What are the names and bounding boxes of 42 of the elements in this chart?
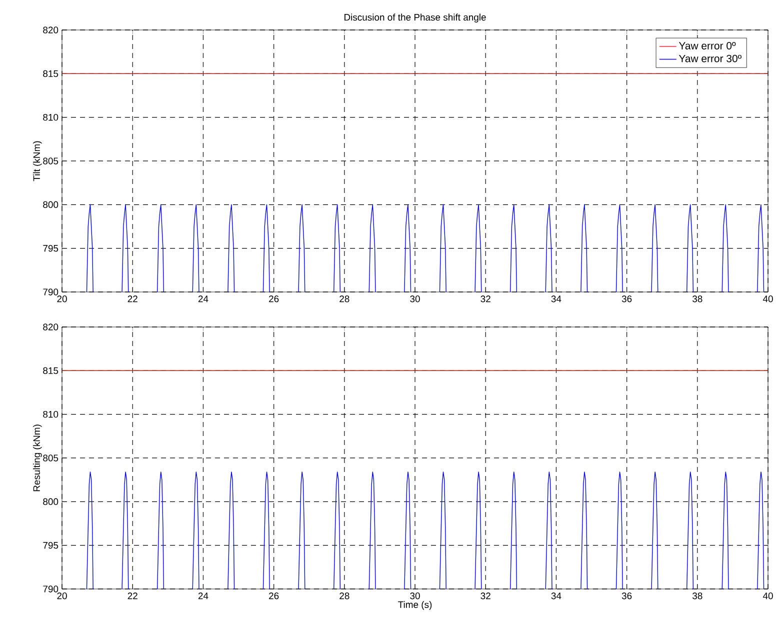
y-tick-label: 815	[43, 70, 58, 77]
y-tick-label: 800	[43, 201, 58, 208]
x-tick-label: 24	[198, 296, 208, 302]
y-tick-label: 815	[43, 367, 58, 374]
y-tick-label: 820	[43, 324, 58, 330]
x-tick-label: 20	[57, 296, 67, 302]
y-tick-label: 805	[43, 454, 58, 462]
x-tick-label: 38	[692, 592, 702, 600]
chart-title: Discusion of the Phase shift angle	[344, 14, 486, 22]
y-tick-label: 795	[43, 542, 58, 549]
x-tick-label: 34	[551, 296, 562, 302]
x-tick-label: 36	[622, 592, 632, 600]
x-tick-label: 26	[269, 592, 279, 600]
x-tick-label: 36	[622, 296, 632, 302]
x-tick-label: 24	[198, 592, 208, 600]
y-tick-label: 810	[43, 114, 58, 121]
x-tick-label: 28	[340, 296, 350, 302]
y-tick-label: 810	[43, 410, 58, 418]
x-tick-label: 30	[410, 592, 420, 600]
x-tick-label: 20	[57, 592, 67, 600]
x-tick-label: 40	[762, 296, 773, 302]
y-tick-label: 805	[43, 158, 58, 164]
y-axis-title: Resulting (kNm)	[33, 424, 42, 492]
x-tick-label: 30	[410, 296, 420, 302]
y-tick-label: 800	[43, 498, 58, 506]
x-tick-label: 32	[480, 296, 490, 302]
legend-label: Yaw error 30º	[678, 54, 742, 62]
legend-label: Yaw error 0º	[678, 42, 736, 50]
y-tick-label: 790	[43, 288, 58, 296]
x-axis-title: Time (s)	[398, 601, 432, 610]
y-tick-label: 820	[43, 26, 58, 34]
x-tick-label: 32	[480, 592, 490, 600]
x-tick-label: 40	[762, 592, 773, 600]
y-tick-label: 790	[43, 586, 58, 592]
x-tick-label: 34	[551, 592, 562, 600]
y-axis-title: Tilt (kNm)	[33, 141, 42, 182]
y-tick-label: 795	[43, 244, 58, 252]
x-tick-label: 26	[269, 296, 279, 302]
x-tick-label: 38	[692, 296, 702, 302]
x-tick-label: 28	[340, 592, 350, 600]
x-tick-label: 22	[128, 296, 138, 302]
x-tick-label: 22	[128, 592, 138, 600]
